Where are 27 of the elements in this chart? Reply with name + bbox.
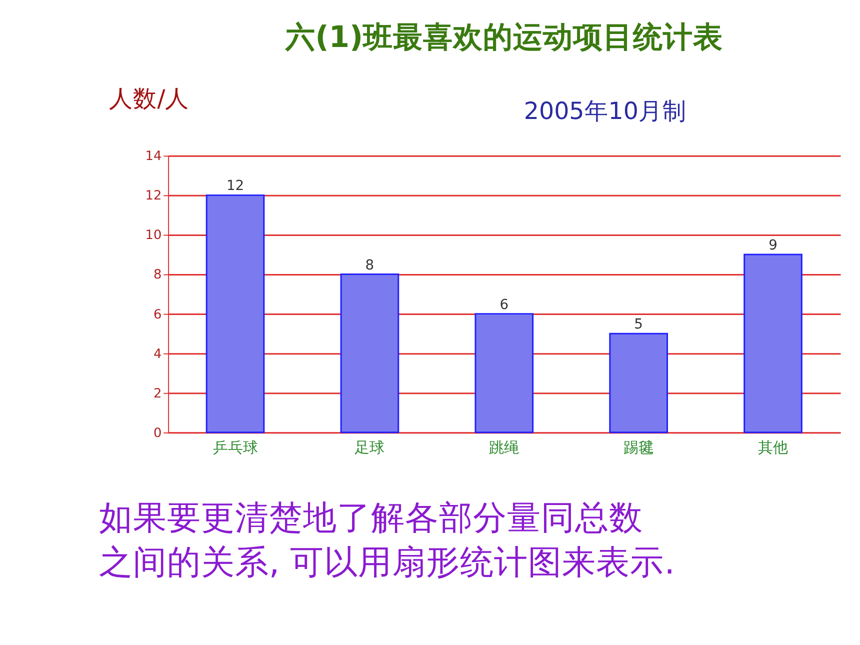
bar	[609, 332, 668, 434]
y-tick-label: 14	[145, 149, 162, 164]
x-tick-label: 踢毽	[624, 440, 654, 457]
data-label: 9	[768, 238, 778, 254]
y-tick-label: 0	[153, 426, 162, 441]
y-tick-label: 8	[153, 268, 162, 283]
data-label: 8	[365, 257, 374, 274]
data-label: 5	[634, 316, 643, 333]
x-tick-label: 跳绳	[489, 440, 520, 457]
x-tick-label: 足球	[354, 440, 385, 457]
y-tick-label: 2	[153, 386, 162, 402]
bar	[340, 274, 400, 434]
bar	[206, 194, 265, 434]
text: 如果要更清楚地了解各部分量同总数之间的关系, 可以用扇形统计图来表示.	[98, 498, 675, 582]
y-tick-label: 4	[153, 346, 162, 362]
x-tick-label: 其他	[758, 440, 788, 457]
y-axis-title: 人数/人	[109, 84, 190, 113]
bar	[474, 313, 534, 434]
y-tick-label: 10	[145, 228, 162, 244]
x-tick-label: 乒乓球	[212, 440, 258, 457]
bar	[744, 254, 802, 434]
data-label: 12	[226, 178, 244, 194]
y-tick-label: 12	[145, 188, 162, 204]
data-label: 6	[500, 296, 509, 313]
chart-subtitle: 2005年10月制	[524, 97, 686, 126]
chart-title: 六(1)班最喜欢的运动项目统计表	[284, 18, 723, 54]
y-tick-label: 6	[153, 307, 162, 322]
